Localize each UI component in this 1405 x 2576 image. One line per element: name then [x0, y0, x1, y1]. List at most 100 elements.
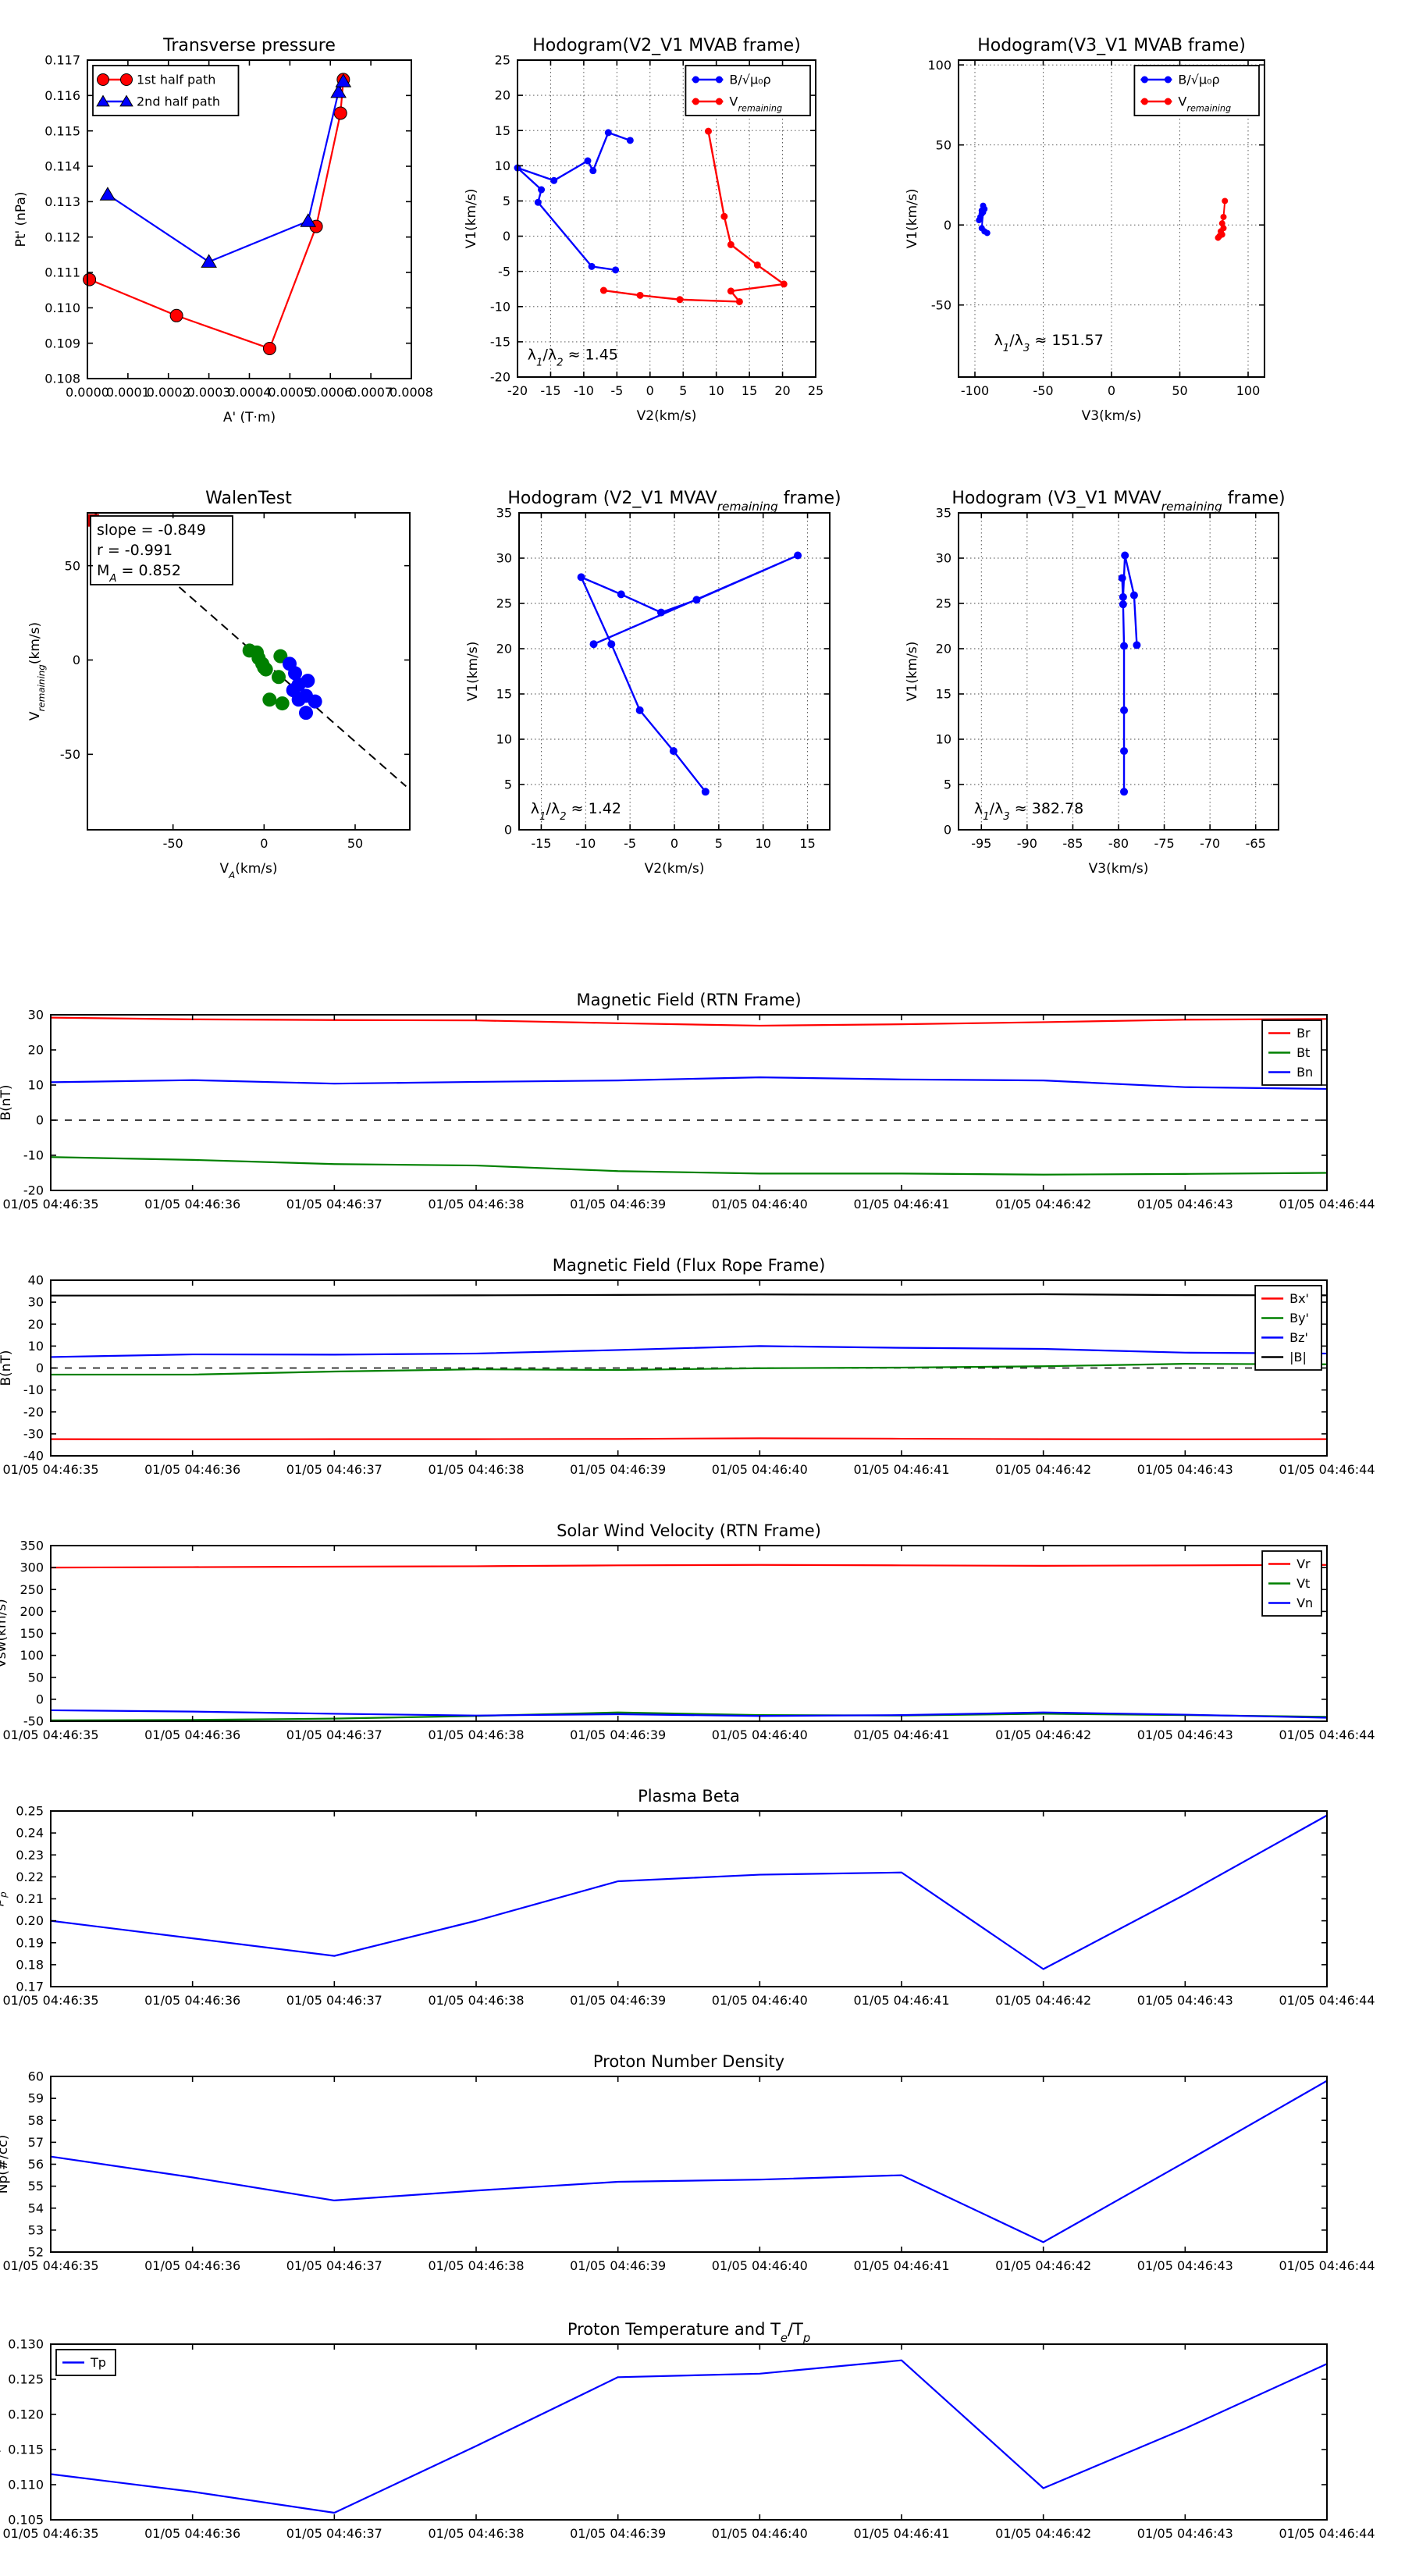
series-line: [50, 1076, 1328, 1091]
y-tick-label: 25: [936, 596, 951, 611]
y-tick-label: 0.23: [16, 1848, 44, 1863]
legend-label: Bt: [1297, 1045, 1310, 1060]
series-line: [603, 130, 785, 303]
y-tick-label: 0: [944, 823, 951, 838]
x-tick-label: 01/05 04:46:42: [995, 2258, 1091, 2273]
series-first-half: [242, 643, 290, 711]
x-tick-label: 10: [756, 836, 771, 851]
marker-dot: [1218, 228, 1224, 235]
x-tick-label: 01/05 04:46:43: [1137, 2526, 1233, 2541]
marker-dot: [1164, 98, 1172, 105]
marker-dot: [333, 106, 347, 120]
series-Np: [50, 2080, 1328, 2243]
y-tick-label: 0.25: [16, 1804, 44, 1819]
y-tick-label: 53: [28, 2222, 44, 2237]
x-tick-label: -20: [507, 383, 528, 398]
marker-dot: [692, 98, 699, 105]
x-tick-label: 01/05 04:46:42: [995, 1993, 1091, 2008]
series-line: [50, 1814, 1328, 1970]
marker-dot: [599, 286, 607, 294]
x-tick-label: 01/05 04:46:40: [712, 1462, 808, 1477]
marker-triangle: [201, 254, 217, 268]
y-tick-label: 57: [28, 2135, 44, 2150]
chart-title: Plasma Beta: [638, 1787, 740, 1806]
x-tick-label: 0.0003: [187, 385, 231, 400]
chart-magnetic-field-flux-rope: 01/05 04:46:35 01/05 04:46:36 01/05 04:46:…: [0, 1256, 1375, 1477]
marker-dot: [617, 590, 625, 599]
x-tick-label: 01/05 04:46:36: [144, 1993, 240, 2008]
legend-label: 2nd half path: [137, 94, 220, 109]
marker-dot: [308, 694, 322, 709]
chart-solar-wind-velocity-rtn: 01/05 04:46:35 01/05 04:46:36 01/05 04:46:…: [0, 1521, 1375, 1742]
x-tick-label: 01/05 04:46:37: [286, 1993, 382, 2008]
marker-dot: [780, 280, 788, 288]
x-tick-label: -100: [961, 383, 989, 398]
legend-box: [92, 65, 240, 116]
y-tick-label: 150: [20, 1626, 44, 1641]
x-tick-label: 0.0004: [228, 385, 272, 400]
x-tick-label: 100: [1236, 383, 1261, 398]
marker-dot: [258, 662, 273, 677]
marker-dot: [1164, 76, 1172, 84]
legend-label: By': [1289, 1311, 1309, 1325]
marker-dot: [692, 76, 699, 84]
y-tick-label: 350: [20, 1539, 44, 1553]
x-tick-label: 01/05 04:46:39: [570, 1727, 666, 1742]
x-tick-label: -90: [1017, 836, 1037, 851]
legend-label: Br: [1297, 1026, 1311, 1041]
y-tick-label: 10: [495, 158, 510, 173]
x-axis-label: V2(km/s): [645, 861, 705, 877]
x-tick-label: 01/05 04:46:39: [570, 1993, 666, 2008]
marker-dot: [275, 696, 290, 711]
y-tick-label: 0.113: [44, 194, 80, 209]
y-tick-label: 30: [28, 1295, 44, 1310]
y-tick-label: 0.120: [8, 2407, 44, 2422]
legend: Vr Vt Vn: [1261, 1550, 1322, 1617]
legend: 1st half path 2nd half path: [92, 65, 240, 116]
y-tick-label: -50: [23, 1714, 44, 1729]
y-tick-label: 10: [28, 1339, 44, 1354]
marker-dot: [588, 262, 596, 270]
y-axis-label: V1(km/s): [905, 642, 920, 702]
y-tick-label: 54: [28, 2201, 44, 2215]
marker-dot: [288, 666, 302, 681]
y-tick-label: 300: [20, 1560, 44, 1575]
x-tick-label: 01/05 04:46:41: [853, 1727, 949, 1742]
y-axis-label: βp: [0, 1891, 9, 1906]
legend-label: Vt: [1297, 1576, 1310, 1591]
marker-dot: [656, 608, 665, 617]
y-tick-label: 10: [496, 732, 512, 747]
x-tick-label: -95: [971, 836, 991, 851]
y-tick-label: 25: [496, 596, 512, 611]
chart-plasma-beta: 01/05 04:46:35 01/05 04:46:36 01/05 04:46:…: [0, 1787, 1375, 2008]
x-tick-label: 01/05 04:46:38: [428, 2526, 524, 2541]
y-tick-label: 0.115: [8, 2443, 44, 2457]
x-tick-label: 01/05 04:46:36: [144, 1197, 240, 1212]
series-second-half: [283, 656, 322, 720]
stat-box: [90, 515, 233, 585]
legend-label: Bn: [1297, 1065, 1313, 1080]
marker-dot: [534, 198, 542, 206]
x-tick-label: 01/05 04:46:35: [2, 1462, 98, 1477]
axes-box: [50, 2343, 1328, 2521]
series-V: [577, 551, 802, 796]
series-line: [51, 1293, 1328, 1297]
x-tick-label: 01/05 04:46:37: [286, 2258, 382, 2273]
x-tick-label: 01/05 04:46:43: [1137, 1462, 1233, 1477]
y-tick-label: 0.22: [16, 1870, 44, 1884]
marker-triangle: [335, 73, 352, 87]
x-tick-label: 0: [646, 383, 654, 398]
x-tick-label: 50: [1172, 383, 1187, 398]
series-line: [50, 1016, 1328, 1027]
y-axis-label: V1(km/s): [905, 189, 920, 249]
x-tick-label: 01/05 04:46:40: [712, 1197, 808, 1212]
series-beta-p: [50, 1814, 1328, 1970]
y-tick-label: 30: [496, 551, 512, 566]
marker-dot: [97, 73, 109, 86]
axes-box: [50, 1014, 1328, 1191]
x-tick-label: 20: [774, 383, 790, 398]
x-tick-label: 01/05 04:46:44: [1279, 2526, 1375, 2541]
y-tick-label: 0: [503, 229, 510, 244]
x-axis-label: V2(km/s): [637, 408, 697, 424]
